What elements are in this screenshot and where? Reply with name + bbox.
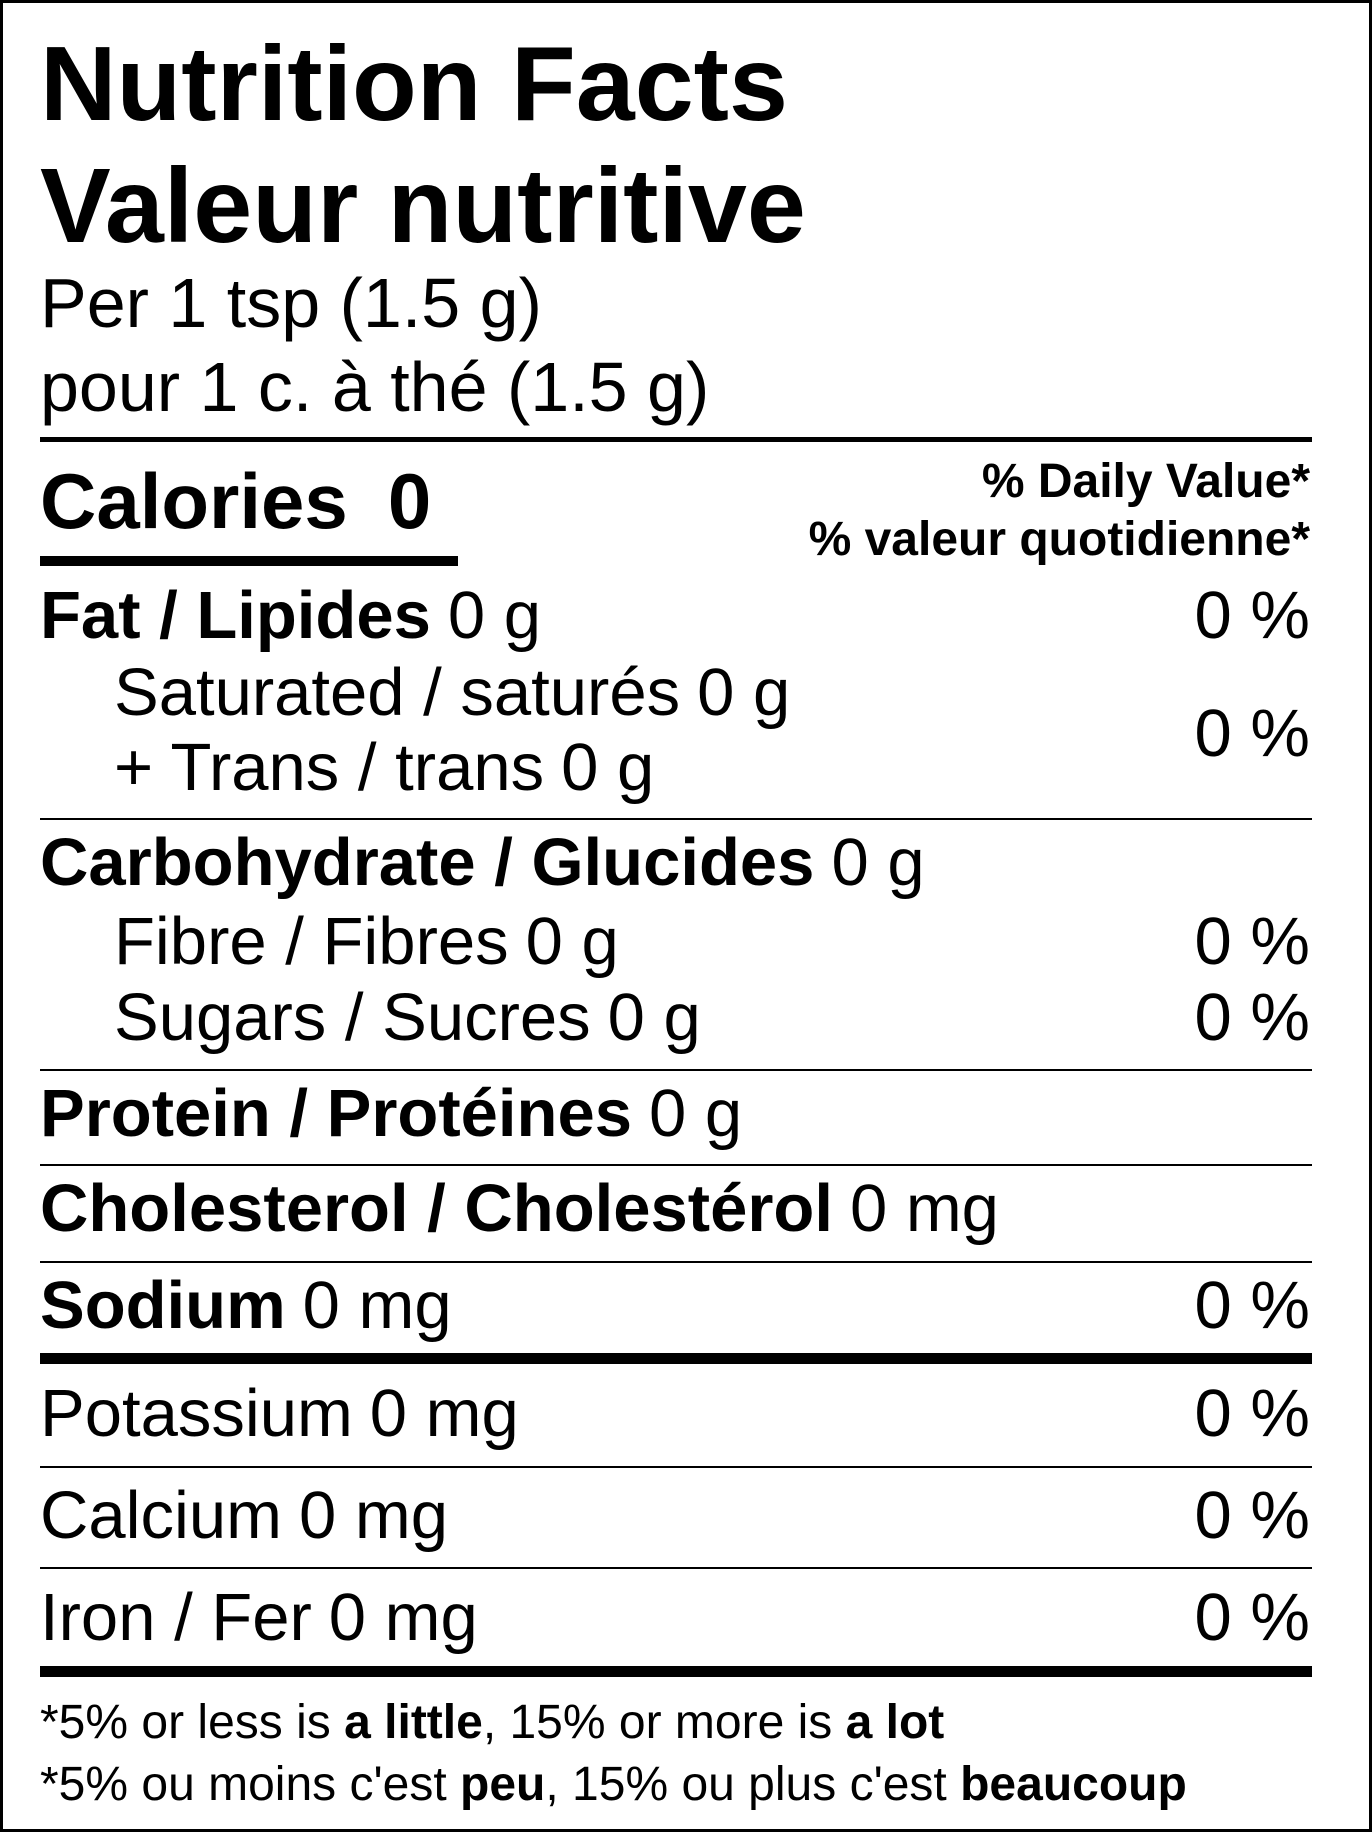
rule-thick [40, 1353, 1312, 1364]
rule-thick [40, 437, 1312, 442]
nutrient-name: Cholesterol / Cholestérol [40, 1171, 833, 1246]
nutrient-row: Iron / Fer 0 mg [40, 1580, 478, 1655]
dv-header-en: % Daily Value* [982, 455, 1310, 508]
footnote-segment: peu [460, 1758, 545, 1811]
title-fr: Valeur nutritive [40, 147, 806, 265]
nutrient-row: Potassium 0 mg [40, 1376, 519, 1451]
nutrient-row: Sugars / Sucres 0 g [114, 980, 701, 1055]
nutrient-amount: 0 g [526, 904, 619, 979]
daily-value: 0 % [1195, 904, 1310, 979]
nutrient-name: Calcium [40, 1478, 282, 1553]
nutrient-amount: 0 g [697, 655, 790, 730]
daily-value: 0 % [1195, 578, 1310, 653]
nutrient-row: Cholesterol / Cholestérol 0 mg [40, 1171, 999, 1246]
rule-thick [40, 1666, 1312, 1677]
nutrient-name: + Trans / trans [114, 730, 544, 805]
daily-value: 0 % [1195, 1268, 1310, 1343]
footnote-segment: beaucoup [960, 1758, 1187, 1811]
nutrient-amount: 0 g [831, 825, 924, 900]
footnote-line: *5% or less is a little, 15% or more is … [40, 1696, 944, 1749]
footnote-segment: , 15% ou plus c'est [545, 1758, 960, 1811]
nutrient-amount: 0 g [448, 578, 541, 653]
calories: Calories 0 [40, 457, 431, 545]
nutrient-name: Protein / Protéines [40, 1076, 632, 1151]
nutrient-row: Carbohydrate / Glucides 0 g [40, 825, 925, 900]
dv-header-fr: % valeur quotidienne* [809, 513, 1311, 566]
nutrient-amount: 0 g [561, 730, 654, 805]
nutrient-name: Fibre / Fibres [114, 904, 509, 979]
daily-value: 0 % [1195, 1580, 1310, 1655]
nutrient-amount: 0 mg [370, 1376, 519, 1451]
footnote-line: *5% ou moins c'est peu, 15% ou plus c'es… [40, 1758, 1187, 1811]
nutrient-name: Potassium [40, 1376, 353, 1451]
nutrient-row: Calcium 0 mg [40, 1478, 448, 1553]
calories-value: 0 [388, 457, 431, 545]
daily-value: 0 % [1195, 1478, 1310, 1553]
nutrient-amount: 0 g [608, 980, 701, 1055]
nutrient-row: Sodium 0 mg [40, 1268, 452, 1343]
nutrient-name: Saturated / saturés [114, 655, 680, 730]
nutrient-name: Fat / Lipides [40, 578, 431, 653]
calories-rule [40, 556, 458, 566]
daily-value: 0 % [1195, 980, 1310, 1055]
nutrient-name: Sugars / Sucres [114, 980, 591, 1055]
footnote-segment: *5% ou moins c'est [40, 1758, 460, 1811]
footnote-segment: , 15% or more is [483, 1696, 846, 1749]
calories-label: Calories [40, 457, 348, 545]
nutrient-row: Fat / Lipides 0 g [40, 578, 541, 653]
nutrient-amount: 0 mg [299, 1478, 448, 1553]
nutrient-amount: 0 g [649, 1076, 742, 1151]
nutrient-name: Carbohydrate / Glucides [40, 825, 814, 900]
daily-value: 0 % [1195, 1376, 1310, 1451]
nutrient-name: Sodium [40, 1268, 286, 1343]
footnote-segment: a little [344, 1696, 483, 1749]
serving-fr: pour 1 c. à thé (1.5 g) [40, 348, 709, 426]
nutrient-amount: 0 mg [303, 1268, 452, 1343]
nutrient-row: Fibre / Fibres 0 g [114, 904, 619, 979]
daily-value: 0 % [1195, 696, 1310, 771]
footnote-segment: a lot [846, 1696, 945, 1749]
title-en: Nutrition Facts [40, 25, 788, 143]
nutrient-row: Protein / Protéines 0 g [40, 1076, 742, 1151]
nutrient-row: Saturated / saturés 0 g [114, 655, 790, 730]
footnote: *5% or less is a little, 15% or more is … [40, 1696, 1187, 1811]
serving-en: Per 1 tsp (1.5 g) [40, 264, 542, 342]
nutrient-amount: 0 mg [850, 1171, 999, 1246]
nutrient-amount: 0 mg [329, 1580, 478, 1655]
nutrient-row: + Trans / trans 0 g [114, 730, 654, 805]
nutrient-name: Iron / Fer [40, 1580, 312, 1655]
footnote-segment: *5% or less is [40, 1696, 344, 1749]
